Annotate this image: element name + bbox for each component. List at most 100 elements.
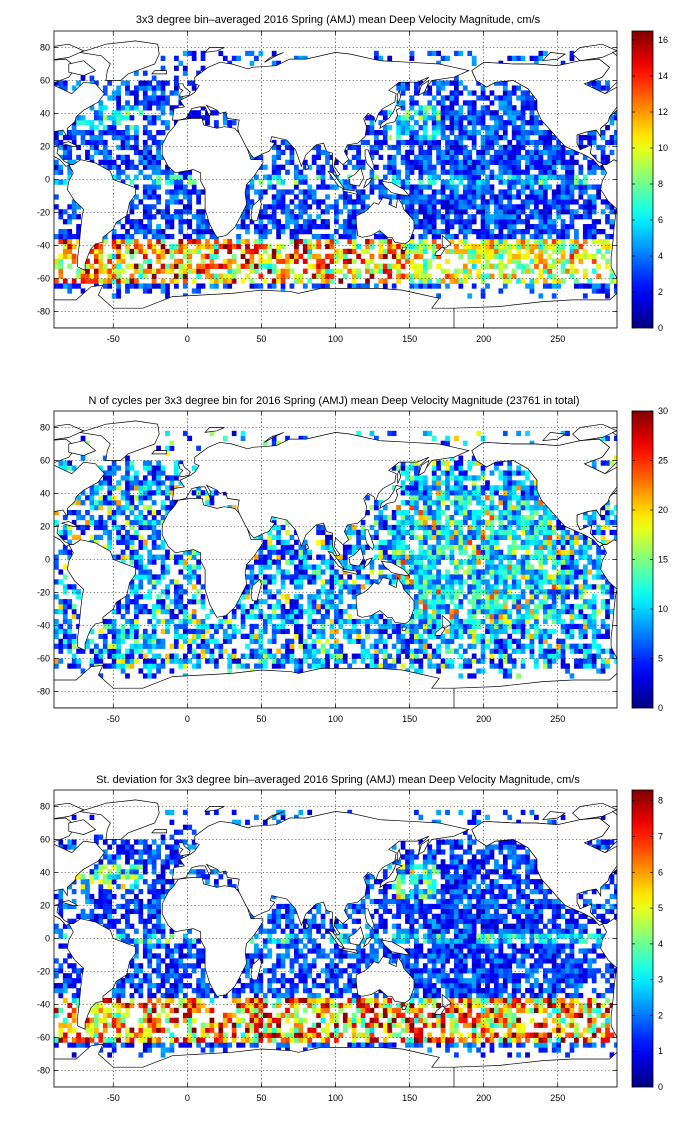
heatmap-cell	[111, 638, 117, 644]
heatmap-cell	[285, 144, 290, 151]
heatmap-cell	[391, 663, 397, 669]
heatmap-cell	[62, 233, 68, 240]
heatmap-cell	[54, 258, 59, 264]
heatmap-cell	[396, 623, 401, 630]
heatmap-cell	[356, 628, 361, 635]
heatmap-cell	[116, 219, 121, 225]
heatmap-cell	[547, 529, 553, 536]
heatmap-cell	[294, 233, 299, 240]
heatmap-cell	[191, 80, 197, 86]
heatmap-cell	[71, 613, 77, 620]
heatmap-cell	[462, 569, 468, 575]
heatmap-cell	[62, 278, 68, 284]
heatmap-cell	[476, 609, 481, 615]
heatmap-cell	[436, 584, 441, 590]
heatmap-cell	[294, 633, 299, 639]
heatmap-cell	[427, 574, 433, 580]
heatmap-cell	[494, 534, 499, 540]
heatmap-cell	[311, 194, 317, 200]
heatmap-cell	[507, 594, 513, 600]
heatmap-cell	[574, 229, 579, 235]
heatmap-cell	[262, 174, 268, 180]
heatmap-cell	[311, 618, 317, 625]
heatmap-cell	[298, 544, 304, 550]
heatmap-cell	[418, 199, 424, 205]
heatmap-cell	[556, 589, 561, 595]
heatmap-cell	[200, 214, 206, 220]
heatmap-cell	[525, 604, 530, 610]
heatmap-cell	[454, 544, 459, 550]
heatmap-cell	[498, 268, 504, 274]
heatmap-cell	[431, 519, 437, 526]
heatmap-cell	[418, 204, 424, 210]
heatmap-cell	[516, 139, 521, 146]
heatmap-cell	[174, 554, 179, 560]
heatmap-cell	[151, 179, 157, 185]
heatmap-cell	[76, 115, 81, 121]
heatmap-cell	[218, 648, 224, 654]
heatmap-cell	[494, 643, 499, 649]
heatmap-cell	[409, 648, 415, 654]
heatmap-cell	[409, 283, 415, 289]
heatmap-cell	[454, 604, 459, 610]
heatmap-cell	[240, 263, 246, 269]
heatmap-cell	[227, 120, 233, 126]
heatmap-cell	[551, 144, 557, 151]
heatmap-cell	[422, 613, 428, 620]
heatmap-cell	[520, 179, 526, 185]
heatmap-cell	[600, 134, 606, 141]
heatmap-cell	[551, 539, 557, 545]
heatmap-cell	[427, 258, 433, 264]
heatmap-cell	[578, 534, 584, 540]
heatmap-cell	[129, 159, 135, 165]
heatmap-cell	[182, 219, 188, 225]
heatmap-cell	[338, 589, 344, 595]
heatmap-cell	[191, 110, 197, 116]
heatmap-cell	[458, 209, 464, 215]
heatmap-cell	[422, 574, 428, 580]
heatmap-cell	[440, 100, 446, 106]
heatmap-cell	[276, 604, 281, 610]
heatmap-cell	[556, 594, 561, 600]
heatmap-cell	[236, 263, 241, 269]
heatmap-cell	[54, 263, 59, 269]
heatmap-cell	[396, 633, 401, 639]
heatmap-cell	[165, 628, 170, 635]
x-tick-label: 100	[328, 334, 343, 344]
heatmap-cell	[142, 149, 148, 156]
heatmap-cell	[405, 638, 410, 644]
heatmap-cell	[147, 194, 153, 200]
heatmap-cell	[538, 179, 544, 185]
heatmap-cell	[174, 248, 179, 255]
heatmap-cell	[294, 194, 299, 200]
heatmap-cell	[498, 658, 504, 664]
heatmap-cell	[409, 125, 415, 131]
heatmap-cell	[538, 643, 544, 649]
heatmap-cell	[440, 199, 446, 205]
heatmap-cell	[369, 174, 375, 180]
heatmap-cell	[520, 125, 526, 131]
heatmap-cell	[596, 574, 601, 580]
heatmap-cell	[480, 125, 486, 131]
heatmap-cell	[356, 194, 361, 200]
heatmap-cell	[471, 139, 477, 146]
heatmap-cell	[329, 604, 335, 610]
heatmap-cell	[569, 174, 575, 180]
heatmap-cell	[351, 524, 357, 531]
heatmap-cell	[538, 519, 544, 526]
heatmap-cell	[542, 589, 548, 595]
heatmap-cell	[542, 219, 548, 225]
heatmap-cell	[156, 544, 161, 550]
heatmap-cell	[507, 524, 513, 531]
heatmap-cell	[489, 139, 495, 146]
heatmap-cell	[431, 544, 437, 550]
heatmap-cell	[187, 169, 193, 175]
heatmap-cell	[427, 219, 433, 225]
heatmap-cell	[325, 663, 330, 669]
heatmap-cell	[116, 115, 121, 121]
heatmap-cell	[414, 569, 419, 575]
heatmap-cell	[351, 628, 357, 635]
heatmap-cell	[334, 613, 339, 620]
heatmap-cell	[165, 224, 170, 230]
